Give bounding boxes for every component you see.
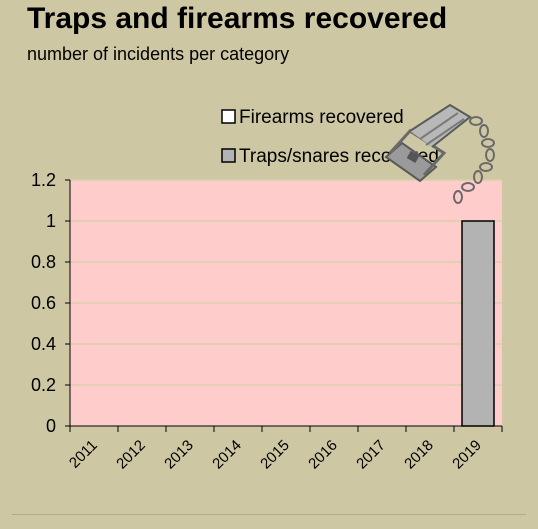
legend-label-firearms: Firearms recovered <box>239 107 404 128</box>
bar-traps-2019 <box>461 220 495 427</box>
trap-with-chain-icon <box>384 103 495 204</box>
chart-title: Traps and firearms recovered <box>27 2 448 35</box>
x-tick-label: 2016 <box>305 437 341 473</box>
x-tick-label: 2011 <box>66 437 101 472</box>
x-tick-label: 2018 <box>401 437 437 473</box>
legend: Firearms recovered Traps/snares recovere… <box>221 107 439 167</box>
bottom-divider <box>12 514 526 515</box>
x-tick-label: 2015 <box>257 437 293 473</box>
y-tick-label: 0.2 <box>31 375 56 395</box>
y-tick-labels: 0 0.2 0.4 0.6 0.8 1 1.2 <box>31 170 70 436</box>
chart-subtitle: number of incidents per category <box>27 44 290 64</box>
x-tick-label: 2017 <box>353 437 389 473</box>
x-tick-label: 2012 <box>113 437 149 473</box>
legend-label-traps: Traps/snares recovered <box>239 146 439 167</box>
x-tick-label: 2019 <box>449 437 485 473</box>
y-tick-label: 1 <box>46 211 56 231</box>
x-tick-label: 2013 <box>161 437 197 473</box>
legend-swatch-traps <box>221 148 236 163</box>
y-tick-label: 1.2 <box>31 170 56 190</box>
x-tick-labels: 2011 2012 2013 2014 2015 2016 2017 2018 2019 <box>66 426 503 473</box>
legend-swatch-firearms <box>221 109 236 124</box>
y-tick-label: 0.6 <box>31 293 56 313</box>
y-tick-label: 0.4 <box>31 334 56 354</box>
bars <box>461 220 495 427</box>
x-tick-label: 2014 <box>209 437 245 473</box>
y-tick-label: 0.8 <box>31 252 56 272</box>
y-tick-label: 0 <box>46 416 56 436</box>
gridlines <box>70 179 502 386</box>
